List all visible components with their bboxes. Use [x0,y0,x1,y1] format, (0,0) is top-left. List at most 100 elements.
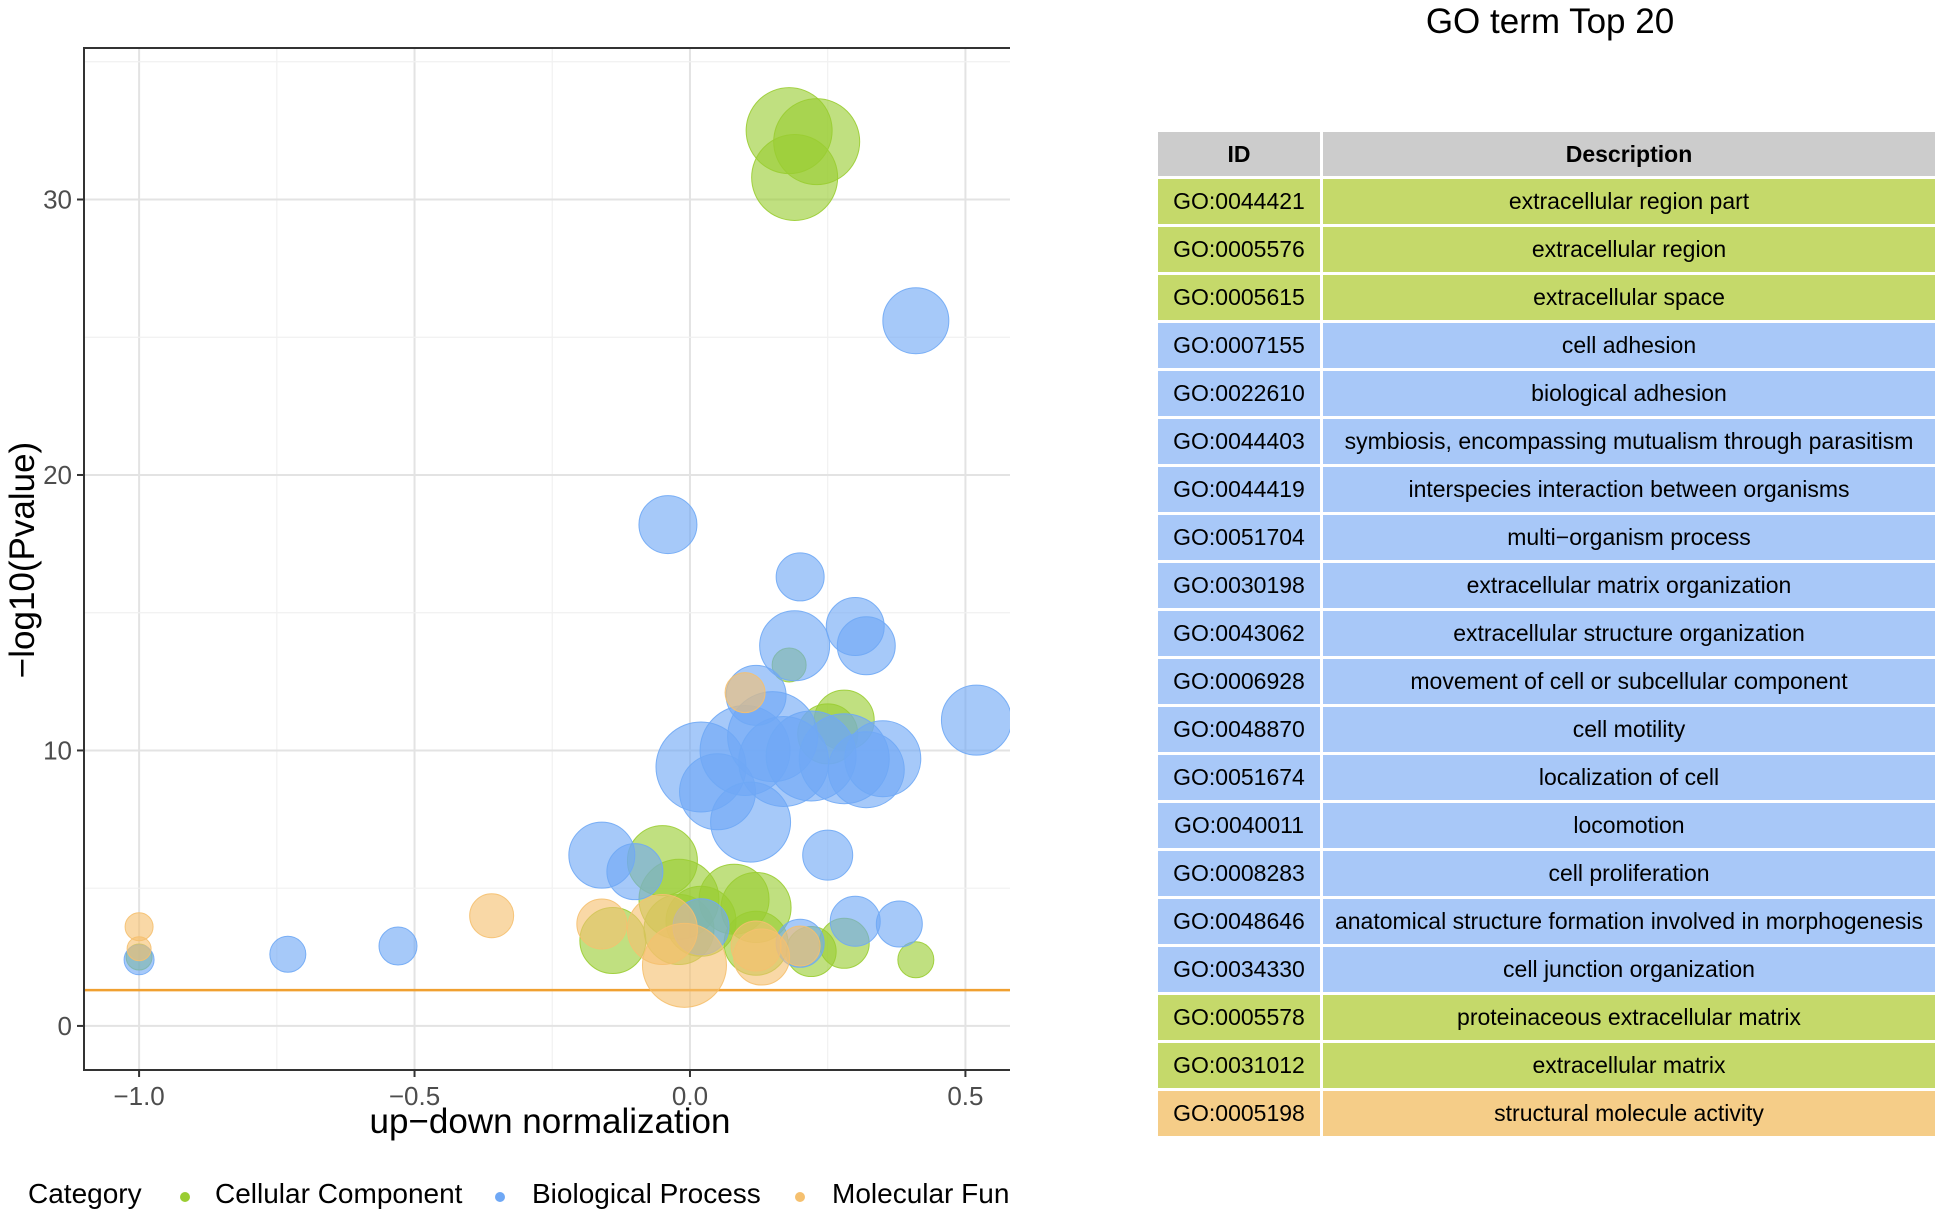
go-term-table: ID Description GO:0044421 extracellular r… [1155,129,1938,1139]
go-id-cell: GO:0040011 [1158,803,1320,848]
bubble-biological-process [940,684,1010,756]
y-axis-title: −log10(Pvalue) [3,442,42,678]
y-tick-label: 30 [43,185,72,215]
table-row: GO:0051704 multi−organism process [1158,515,1935,560]
go-id-cell: GO:0031012 [1158,1043,1320,1088]
table-row: GO:0007155 cell adhesion [1158,323,1935,368]
go-id-cell: GO:0043062 [1158,611,1320,656]
go-id-cell: GO:0044421 [1158,179,1320,224]
go-description-cell: symbiosis, encompassing mutualism throug… [1323,419,1935,464]
x-axis-ticks: −1.0 −0.5 0.0 0.5 [113,1070,983,1111]
go-description-cell: locomotion [1323,803,1935,848]
bubble-cellular-component [897,941,935,979]
bubble-biological-process [606,843,664,901]
go-id-cell: GO:0030198 [1158,563,1320,608]
go-id-cell: GO:0022610 [1158,371,1320,416]
table-row: GO:0048646 anatomical structure formation… [1158,899,1935,944]
go-description-cell: biological adhesion [1323,371,1935,416]
go-description-cell: proteinaceous extracellular matrix [1323,995,1935,1040]
go-id-cell: GO:0048646 [1158,899,1320,944]
table-row: GO:0040011 locomotion [1158,803,1935,848]
y-axis-ticks: 0 10 20 30 [43,185,84,1041]
go-description-cell: cell junction organization [1323,947,1935,992]
go-description-cell: anatomical structure formation involved … [1323,899,1935,944]
legend-label-molecular-function: Molecular Function [832,1178,1010,1209]
go-id-cell: GO:0034330 [1158,947,1320,992]
bubble-molecular-function [576,898,628,950]
table-row: GO:0031012 extracellular matrix [1158,1043,1935,1088]
go-id-cell: GO:0008283 [1158,851,1320,896]
go-id-cell: GO:0005576 [1158,227,1320,272]
go-description-cell: multi−organism process [1323,515,1935,560]
table-row: GO:0005615 extracellular space [1158,275,1935,320]
x-tick-label: −0.5 [389,1081,440,1111]
bubble-molecular-function [724,672,766,714]
x-axis-title: up−down normalization [370,1102,731,1141]
legend-swatch-molecular-function [795,1192,805,1202]
go-description-cell: cell motility [1323,707,1935,752]
bubble-molecular-function [469,893,515,939]
y-tick-label: 10 [43,735,72,765]
go-id-cell: GO:0051704 [1158,515,1320,560]
go-description-cell: extracellular space [1323,275,1935,320]
go-description-cell: extracellular structure organization [1323,611,1935,656]
y-tick-label: 20 [43,460,72,490]
go-id-cell: GO:0005578 [1158,995,1320,1040]
go-id-cell: GO:0051674 [1158,755,1320,800]
bubble-biological-process [710,781,792,863]
table-row: GO:0005198 structural molecule activity [1158,1091,1935,1136]
bubble-biological-process [775,552,825,602]
table-row: GO:0034330 cell junction organization [1158,947,1935,992]
x-tick-label: −1.0 [113,1081,164,1111]
y-tick-label: 0 [58,1011,72,1041]
table-row: GO:0005578 proteinaceous extracellular ma… [1158,995,1935,1040]
go-description-cell: structural molecule activity [1323,1091,1935,1136]
plot-border [83,47,1010,1071]
table-row: GO:0048870 cell motility [1158,707,1935,752]
bubble-biological-process [875,900,923,948]
go-description-cell: localization of cell [1323,755,1935,800]
bubble-molecular-function [126,936,152,962]
go-id-cell: GO:0007155 [1158,323,1320,368]
table-row: GO:0044421 extracellular region part [1158,179,1935,224]
data-points [123,87,1010,1008]
go-id-cell: GO:0048870 [1158,707,1320,752]
bubble-chart: −1.0 −0.5 0.0 0.5 0 10 20 30 up−down normaliza… [3,47,1010,1209]
bubble-biological-process [829,895,881,947]
bubble-biological-process [269,935,307,973]
table-row: GO:0051674 localization of cell [1158,755,1935,800]
bubble-biological-process [882,287,950,355]
table-row: GO:0030198 extracellular matrix organizat… [1158,563,1935,608]
table-header-row: ID Description [1158,132,1935,176]
go-description-cell: cell adhesion [1323,323,1935,368]
bubble-biological-process [638,495,698,555]
table-row: GO:0044403 symbiosis, encompassing mutual… [1158,419,1935,464]
go-id-cell: GO:0005198 [1158,1091,1320,1136]
legend-title: Category [28,1178,142,1209]
go-description-cell: movement of cell or subcellular componen… [1323,659,1935,704]
table-row: GO:0006928 movement of cell or subcellula… [1158,659,1935,704]
bubble-cellular-component [751,133,839,221]
legend-label-biological-process: Biological Process [532,1178,761,1209]
bubble-molecular-function [733,928,791,986]
column-header-description: Description [1323,132,1935,176]
go-description-cell: cell proliferation [1323,851,1935,896]
x-tick-label: 0.5 [947,1081,983,1111]
go-description-cell: extracellular matrix [1323,1043,1935,1088]
table-row: GO:0022610 biological adhesion [1158,371,1935,416]
bubble-molecular-function [779,925,821,967]
go-description-cell: extracellular region part [1323,179,1935,224]
bubble-biological-process [844,720,922,798]
bubble-biological-process [802,829,854,881]
bubble-biological-process [378,926,418,966]
table-row: GO:0005576 extracellular region [1158,227,1935,272]
go-id-cell: GO:0044419 [1158,467,1320,512]
go-description-cell: interspecies interaction between organis… [1323,467,1935,512]
go-id-cell: GO:0006928 [1158,659,1320,704]
legend: Category Cellular Component Biological P… [28,1178,1010,1209]
go-description-cell: extracellular matrix organization [1323,563,1935,608]
table-title: GO term Top 20 [1425,2,1675,41]
legend-label-cellular-component: Cellular Component [215,1178,463,1209]
column-header-id: ID [1158,132,1320,176]
legend-swatch-biological-process [495,1192,505,1202]
